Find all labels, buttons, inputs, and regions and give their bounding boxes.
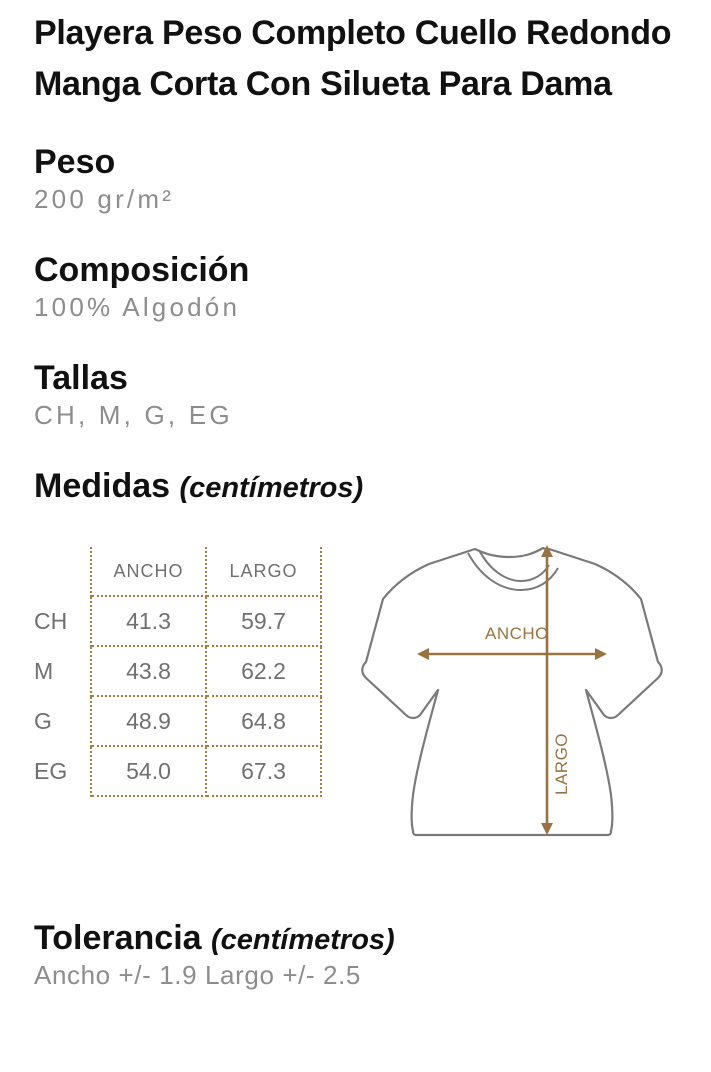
svg-text:LARGO: LARGO xyxy=(552,733,571,795)
svg-text:ANCHO: ANCHO xyxy=(485,624,549,643)
